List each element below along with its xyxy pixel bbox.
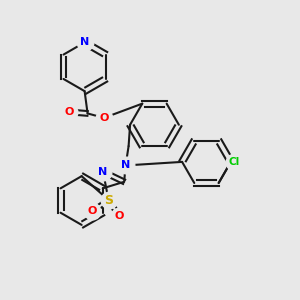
Text: Cl: Cl xyxy=(228,157,239,167)
Text: O: O xyxy=(64,107,74,117)
Text: O: O xyxy=(88,206,97,216)
Text: O: O xyxy=(99,113,109,123)
Text: N: N xyxy=(98,167,108,177)
Text: N: N xyxy=(121,160,130,170)
Text: S: S xyxy=(104,194,113,207)
Text: O: O xyxy=(114,211,124,220)
Text: N: N xyxy=(80,38,89,47)
